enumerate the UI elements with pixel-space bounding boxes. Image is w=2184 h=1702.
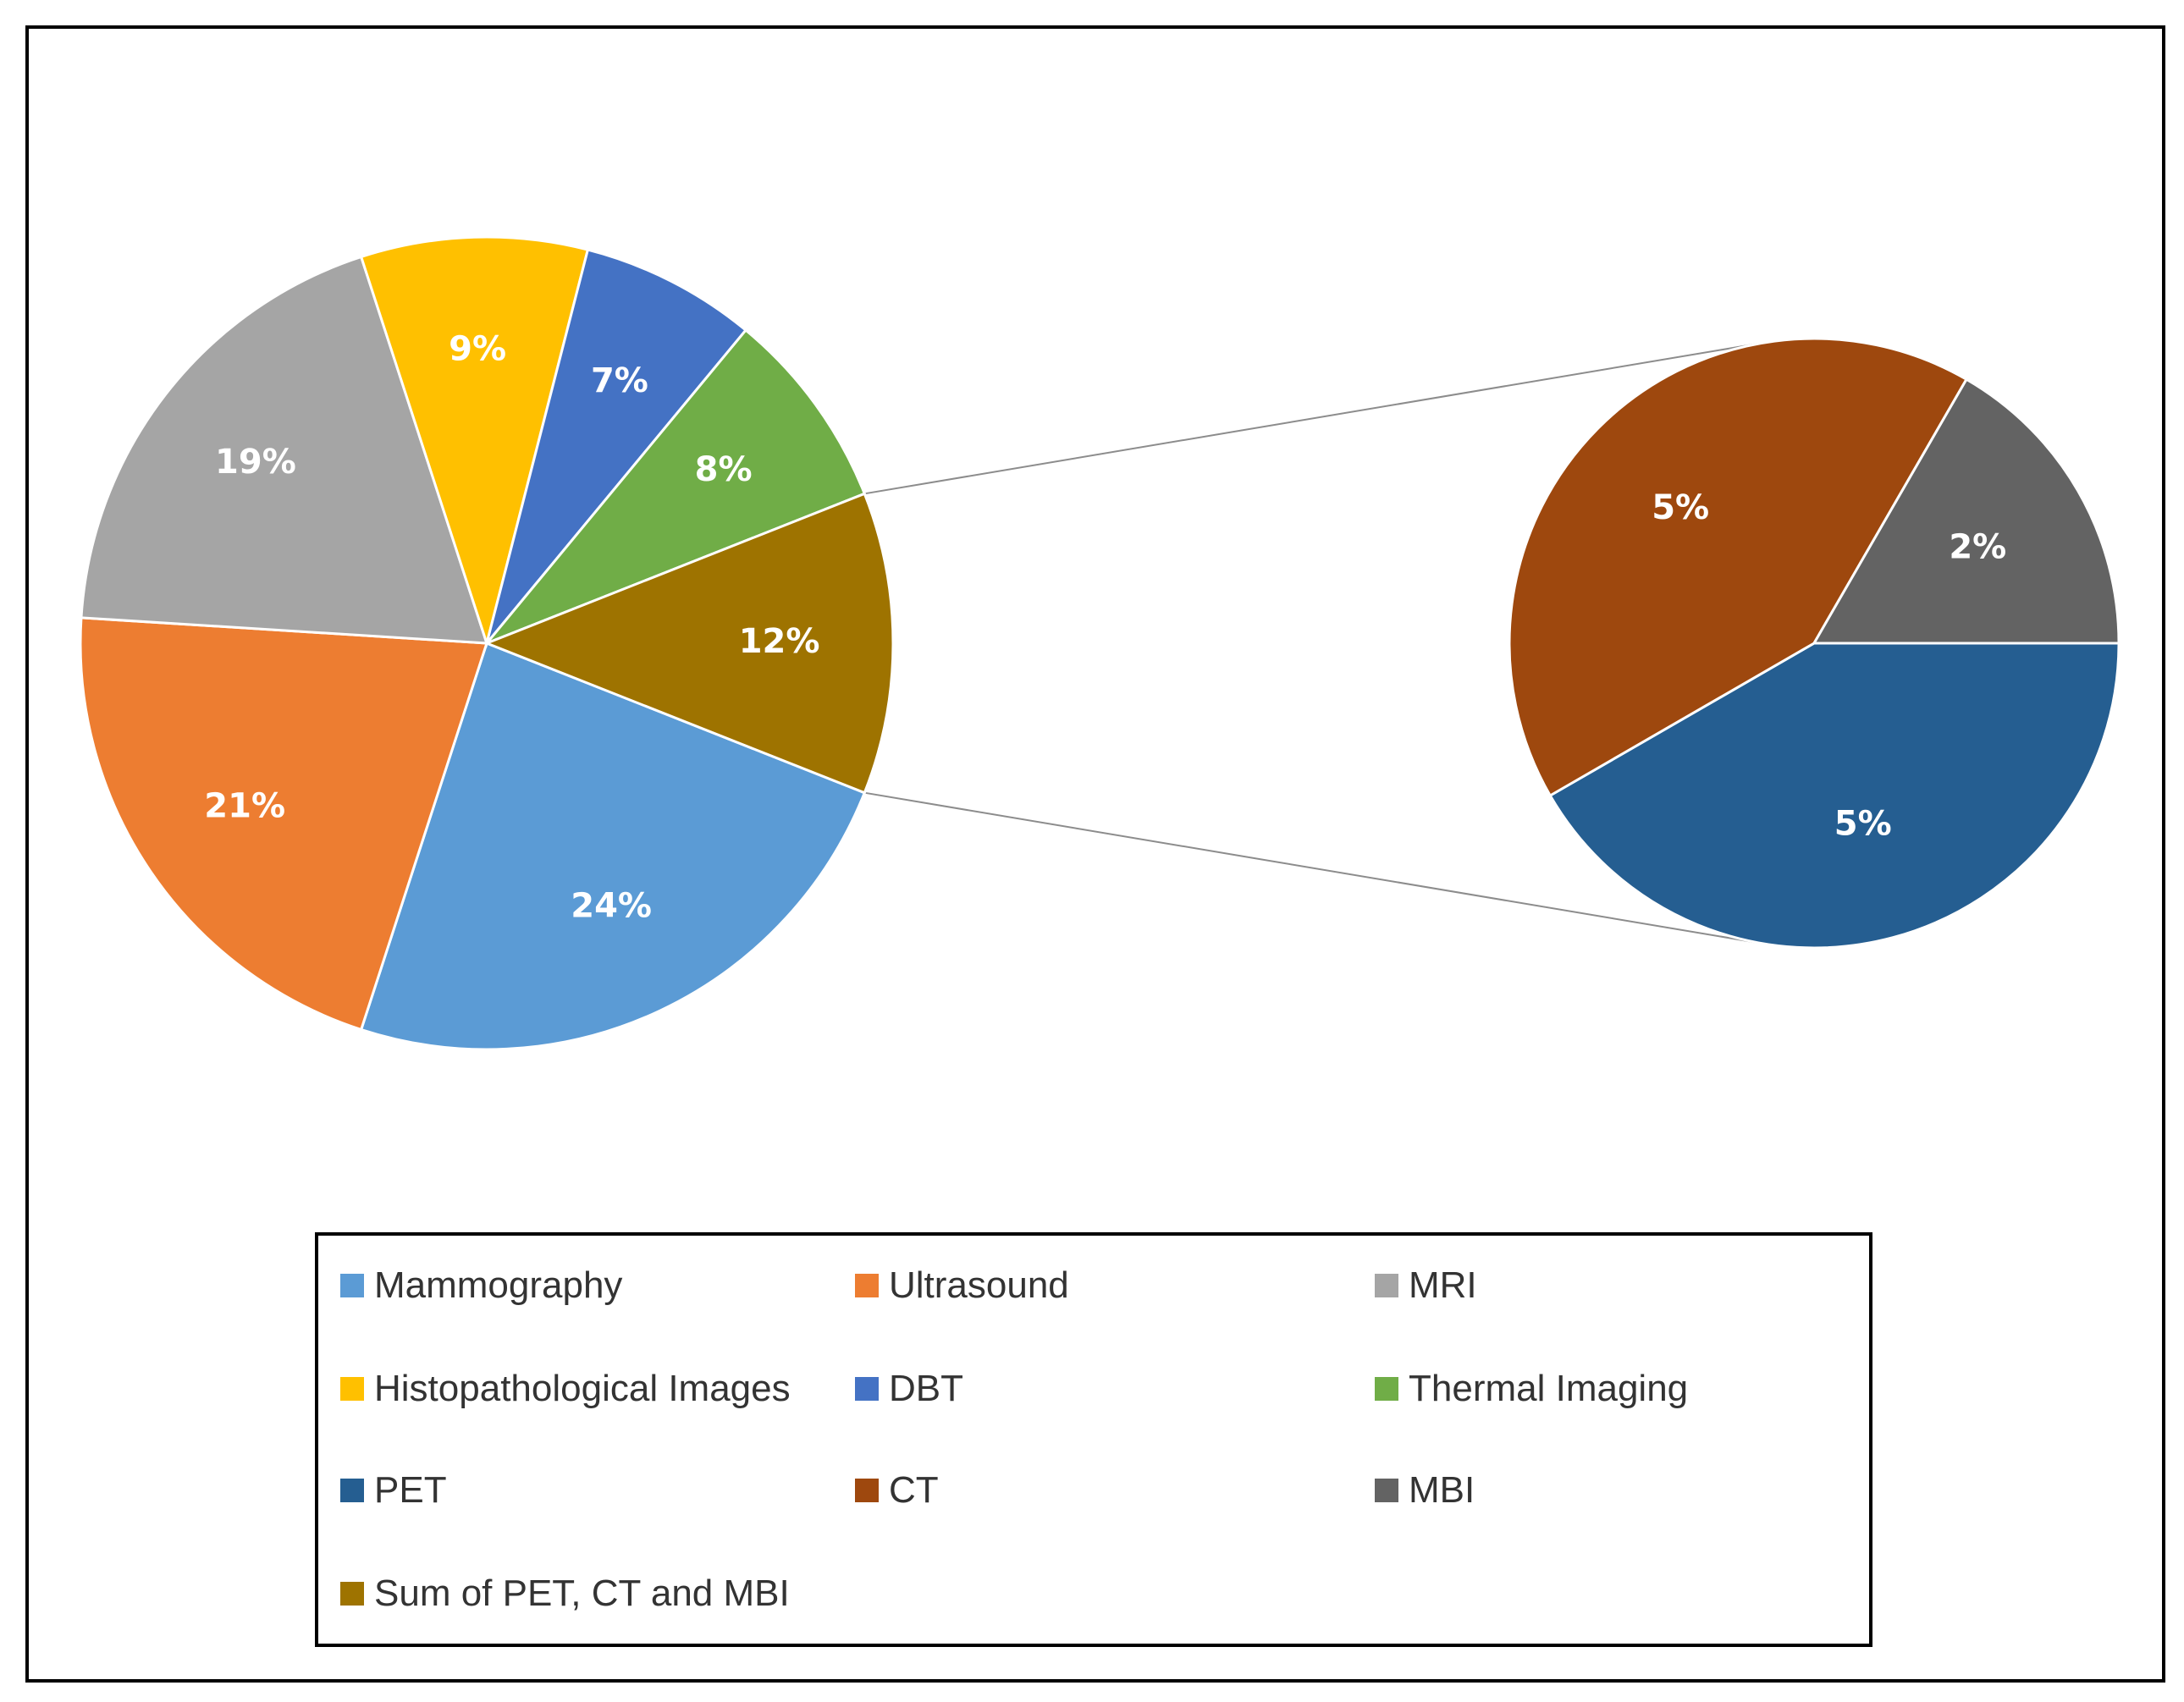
pie-slice-thermal-imaging [485, 328, 867, 645]
main-pie [79, 235, 895, 1051]
connector-line-bottom [864, 791, 1764, 945]
legend-item: Thermal Imaging [1375, 1368, 1688, 1410]
pie-slice-sum-of-pet-ct-and-mbi [483, 492, 895, 795]
legend-label: Sum of PET, CT and MBI [374, 1573, 790, 1614]
legend-swatch [340, 1274, 364, 1297]
pie-slice-mri [80, 255, 489, 645]
data-label-sum-of-pet-ct-and-mbi: 12% [739, 622, 820, 661]
legend-swatch [1375, 1479, 1398, 1502]
connector-lines [864, 342, 1764, 945]
legend-label: Ultrasound [889, 1264, 1069, 1306]
legend-label: Thermal Imaging [1409, 1368, 1689, 1409]
pie-slice-ct [1508, 337, 1969, 798]
legend-item: Ultrasound [855, 1264, 1069, 1307]
legend-label: CT [889, 1469, 939, 1511]
legend-swatch [855, 1377, 879, 1401]
legend-item: MRI [1375, 1264, 1477, 1307]
pie-slice-mammography [359, 642, 867, 1051]
pie-slice-mbi [1812, 377, 2121, 645]
legend-item: MBI [1375, 1469, 1475, 1512]
data-label-mbi: 2% [1949, 527, 2006, 566]
legend-swatch [340, 1479, 364, 1502]
legend-swatch [855, 1479, 879, 1502]
connector-line-top [864, 342, 1764, 495]
data-label-pet: 5% [1834, 805, 1892, 844]
legend-item: Sum of PET, CT and MBI [340, 1573, 790, 1615]
legend-item: Histopathological Images [340, 1368, 791, 1410]
legend-swatch [1375, 1377, 1398, 1401]
legend-item: CT [855, 1469, 939, 1512]
legend-label: MBI [1409, 1469, 1475, 1511]
legend-item: PET [340, 1469, 447, 1512]
data-label-mri: 19% [215, 443, 296, 482]
data-label-dbt: 7% [591, 361, 648, 400]
legend-item: Mammography [340, 1264, 622, 1307]
legend-label: Mammography [374, 1264, 623, 1306]
chart-frame [25, 25, 2165, 1683]
data-label-ultrasound: 21% [204, 786, 285, 825]
legend-item: DBT [855, 1368, 963, 1410]
data-label-histopathological-images: 9% [449, 330, 506, 369]
legend-swatch [855, 1274, 879, 1297]
slice-labels: 24% 21% 19% 9% 7% 8% 12% 5% 5% 2% [204, 330, 2006, 926]
legend: Mammography Ultrasound MRI Histopatholog… [315, 1232, 1872, 1647]
legend-label: PET [374, 1469, 447, 1511]
secondary-pie [1508, 337, 2121, 950]
legend-swatch [340, 1582, 364, 1606]
pie-slice-pet [1548, 642, 2121, 950]
legend-swatch [340, 1377, 364, 1401]
legend-label: DBT [889, 1368, 963, 1409]
legend-swatch [1375, 1274, 1398, 1297]
pie-slice-ultrasound [79, 616, 489, 1032]
data-label-mammography: 24% [571, 887, 652, 926]
pie-slice-histopathological-images [359, 235, 590, 648]
pie-slice-dbt [485, 248, 748, 644]
legend-label: MRI [1409, 1264, 1477, 1306]
data-label-thermal-imaging: 8% [695, 450, 753, 489]
legend-label: Histopathological Images [374, 1368, 791, 1409]
data-label-ct: 5% [1652, 488, 1709, 527]
